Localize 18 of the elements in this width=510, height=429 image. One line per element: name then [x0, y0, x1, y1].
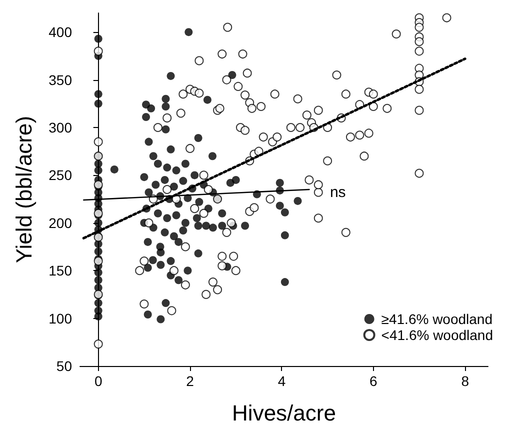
x-tick-label: 4 [278, 373, 286, 389]
x-tick-label: 8 [461, 373, 470, 389]
y-tick-label: 250 [48, 167, 72, 184]
y-axis-title: Yield (bbl/acre) [12, 116, 36, 264]
y-tick-label: 100 [48, 310, 72, 326]
annotation: ns [330, 184, 346, 201]
x-tick-label: 0 [94, 373, 102, 389]
legend-label: ≥41.6% woodland [381, 311, 493, 327]
x-tick-label: 2 [186, 373, 194, 389]
x-tick-label: 6 [369, 373, 378, 389]
y-tick-label: 350 [48, 72, 72, 88]
y-tick-label: 400 [48, 24, 72, 40]
y-tick-label: 200 [48, 214, 72, 231]
y-tick-label: 50 [56, 358, 72, 374]
y-tick-label: 150 [48, 262, 72, 279]
legend-label: <41.6% woodland [381, 327, 494, 343]
x-axis-title: Hives/acre [232, 400, 336, 426]
y-tick-label: 300 [48, 119, 72, 136]
